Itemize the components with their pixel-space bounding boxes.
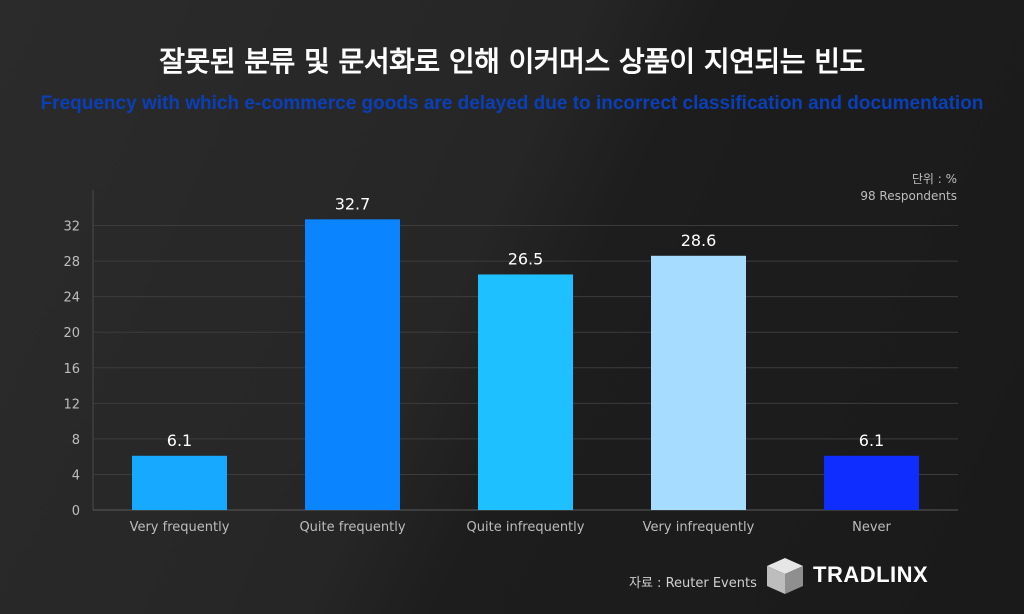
bar [305, 219, 400, 511]
y-tick-label: 0 [72, 504, 80, 519]
bar [132, 455, 227, 510]
brand-name: TRADLINX [813, 562, 929, 587]
y-tick-label: 8 [72, 433, 80, 448]
data-label: 28.6 [681, 231, 717, 250]
source-label: 자료 : Reuter Events [629, 576, 757, 591]
bar [478, 274, 573, 510]
unit-label: 단위 : % [911, 172, 957, 186]
data-label: 32.7 [335, 194, 371, 213]
data-label: 6.1 [167, 431, 192, 450]
y-tick-label: 4 [72, 468, 80, 483]
x-tick-label: Very frequently [130, 520, 230, 535]
chart-title: 잘못된 분류 및 문서화로 인해 이커머스 상품이 지연되는 빈도 [159, 45, 865, 78]
x-tick-label: Quite frequently [299, 520, 405, 535]
bar [824, 455, 919, 510]
tradlinx-logo-icon [767, 558, 803, 594]
y-tick-label: 20 [63, 326, 80, 341]
y-tick-label: 16 [63, 362, 80, 377]
respondents-label: 98 Respondents [860, 189, 957, 203]
chart-subtitle: Frequency with which e-commerce goods ar… [40, 93, 984, 114]
y-tick-label: 12 [63, 397, 80, 412]
y-tick-label: 24 [63, 291, 80, 306]
y-tick-label: 32 [63, 220, 80, 235]
data-label: 26.5 [508, 249, 544, 268]
x-tick-label: Very infrequently [643, 520, 755, 535]
data-label: 6.1 [859, 431, 884, 450]
x-tick-label: Never [852, 520, 891, 535]
y-tick-label: 28 [63, 255, 80, 270]
x-tick-label: Quite infrequently [467, 520, 585, 535]
bar [651, 255, 746, 510]
